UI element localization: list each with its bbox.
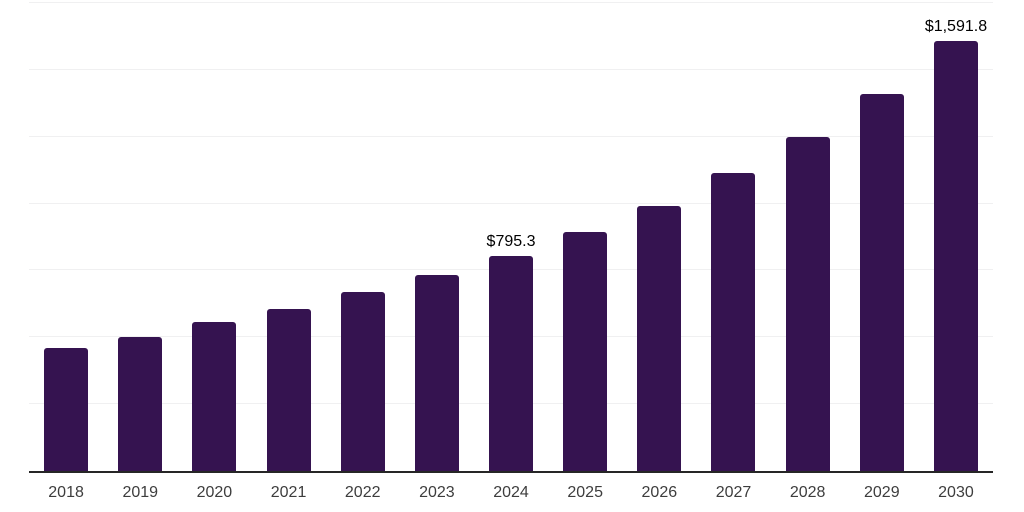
bar-slot-2030: $1,591.8 [919, 3, 993, 471]
x-tick-label-2020: 2020 [196, 484, 233, 501]
bar-slot-2027 [696, 3, 770, 471]
x-tick-label-2028: 2028 [789, 484, 826, 501]
x-tick-label-2027: 2027 [715, 484, 752, 501]
x-tick-label-2026: 2026 [641, 484, 678, 501]
x-tick-label-2023: 2023 [419, 484, 455, 501]
bar-slot-2029 [845, 3, 919, 471]
bar-2028 [785, 137, 830, 471]
bar-2022 [340, 291, 385, 471]
bar-slot-2018 [29, 3, 103, 471]
bar-2023 [414, 274, 459, 471]
x-tick-label-2018: 2018 [48, 484, 84, 501]
bar-value-label-2030: $1,591.8 [924, 18, 988, 36]
x-tick-label-2030: 2030 [938, 484, 974, 501]
x-tick-label-2025: 2025 [567, 484, 603, 501]
bar-2018 [44, 347, 89, 471]
bar-2024 [489, 256, 534, 471]
bar-slot-2028 [771, 3, 845, 471]
x-axis: 2018 2019 2020 2021 2022 2023 2024 2025 2026 2027… [29, 484, 993, 502]
bar-2025 [563, 232, 608, 471]
bar-2020 [192, 321, 237, 471]
bar-2019 [118, 336, 163, 471]
x-tick-label-2029: 2029 [864, 484, 900, 501]
x-tick-label-2024: 2024 [493, 484, 529, 501]
bar-slot-2026 [622, 3, 696, 471]
x-tick-label-2019: 2019 [122, 484, 159, 501]
bar-slot-2020 [177, 3, 251, 471]
bar-2029 [859, 93, 904, 471]
x-tick-label-2022: 2022 [344, 484, 381, 501]
bar-2026 [637, 205, 682, 471]
bar-2030 [933, 41, 978, 471]
bar-value-label-2024: $795.3 [486, 233, 536, 251]
bar-slot-2023 [400, 3, 474, 471]
bar-slot-2022 [326, 3, 400, 471]
bar-2021 [266, 308, 311, 471]
bar-slot-2024: $795.3 [474, 3, 548, 471]
bar-slot-2019 [103, 3, 177, 471]
x-tick-label-2021: 2021 [270, 484, 307, 501]
bar-slot-2021 [251, 3, 325, 471]
plot-area: $795.3 $1,591.8 [29, 2, 993, 473]
bar-slot-2025 [548, 3, 622, 471]
bar-2027 [711, 173, 756, 471]
